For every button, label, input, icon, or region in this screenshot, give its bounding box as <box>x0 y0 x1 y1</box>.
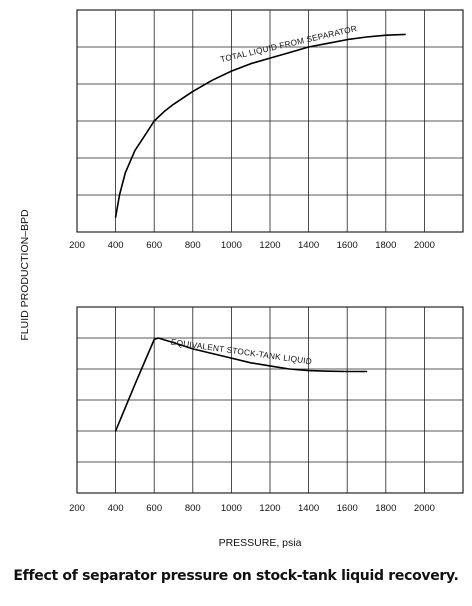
x-tick-label: 1400 <box>298 240 319 251</box>
x-tick-label: 1200 <box>259 503 280 514</box>
x-tick-label: 1800 <box>375 503 396 514</box>
figure-caption: Effect of separator pressure on stock-ta… <box>13 568 459 584</box>
x-tick-label: 1000 <box>221 240 242 251</box>
x-tick-label: 2000 <box>414 503 435 514</box>
x-tick-label: 800 <box>185 240 201 251</box>
x-tick-label: 600 <box>146 240 162 251</box>
bottom-chart: 200 400 600 800 1000 1200 1400 1600 1800 2000 EQUI… <box>69 306 464 514</box>
series-label: TOTAL LIQUID FROM SEPARATOR <box>219 23 358 64</box>
series-line <box>114 33 406 218</box>
series-label: EQUIVALENT STOCK-TANK LIQUID <box>170 337 312 367</box>
x-tick-label: 1600 <box>337 240 358 251</box>
top-chart: 200 400 600 800 1000 1200 1400 1600 1800 2000 TOTA… <box>69 9 464 251</box>
x-tick-label: 200 <box>69 503 85 514</box>
x-tick-label: 1000 <box>221 503 242 514</box>
x-tick-label: 2000 <box>414 240 435 251</box>
x-tick-label: 800 <box>185 503 201 514</box>
x-tick-label: 1600 <box>337 503 358 514</box>
x-tick-label: 600 <box>146 503 162 514</box>
x-tick-label: 1200 <box>259 240 280 251</box>
x-tick-label: 1400 <box>298 503 319 514</box>
x-tick-label: 400 <box>108 503 124 514</box>
y-axis-label: FLUID PRODUCTION–BPD <box>19 209 31 341</box>
x-tick-label: 200 <box>69 240 85 251</box>
x-axis-label: PRESSURE, psia <box>219 537 302 549</box>
series-line <box>114 337 368 432</box>
x-tick-label: 1800 <box>375 240 396 251</box>
x-tick-label: 400 <box>108 240 124 251</box>
